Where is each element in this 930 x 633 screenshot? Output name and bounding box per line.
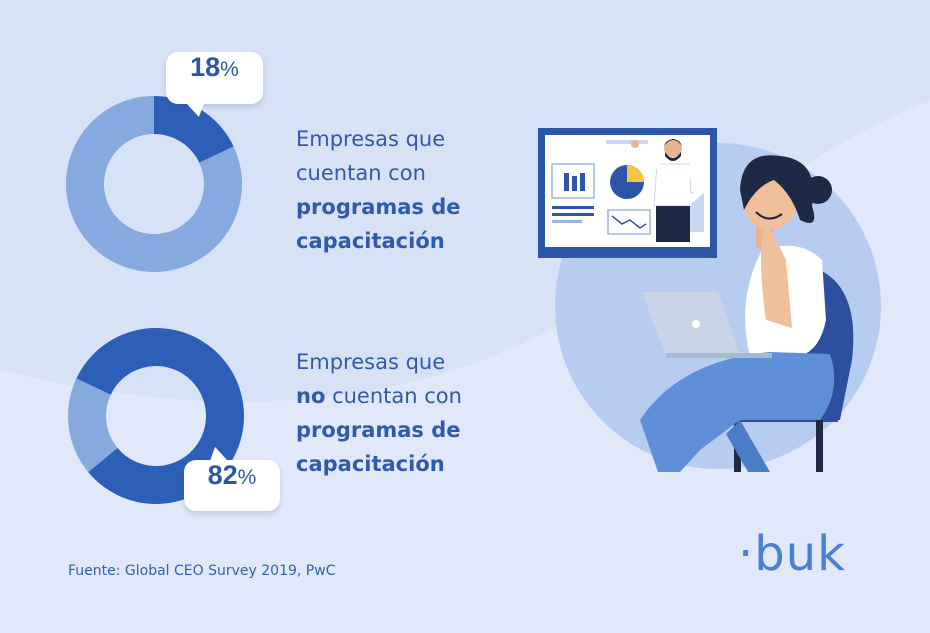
laptop-base [666, 353, 772, 358]
description-with-training: Empresas que cuentan con programas de ca… [296, 122, 461, 258]
desc-bold-no: no [296, 384, 326, 408]
woman-legs [640, 352, 835, 472]
board-line [552, 220, 582, 223]
logo-text: buk [754, 526, 846, 582]
desc-bold: programas de [296, 418, 461, 442]
desc-line-bold: capacitación [296, 447, 462, 481]
woman-with-laptop-presentation-illustration [538, 128, 854, 472]
woman-leg-front [726, 420, 770, 472]
board-line [552, 213, 594, 216]
desc-line: cuentan con [296, 161, 426, 185]
stat-bubble-18: 18% [166, 52, 263, 104]
desc-line-bold: programas de [296, 190, 461, 224]
desc-line: Empresas que [296, 350, 446, 374]
desc-line-bold: programas de [296, 413, 462, 447]
stat-value: 82 [207, 460, 238, 490]
desc-line: no cuentan con [296, 379, 462, 413]
woman-hair-bun [804, 176, 832, 204]
woman-arm [761, 220, 792, 328]
presenter-pants [656, 206, 690, 242]
presenter-arm [684, 164, 707, 204]
board-bar [572, 176, 577, 191]
board-pie-slice [627, 165, 644, 182]
source-note: Fuente: Global CEO Survey 2019, PwC [68, 563, 336, 579]
stat-bubble-82: 82% [184, 460, 280, 511]
laptop [642, 292, 740, 356]
stat-unit: % [237, 466, 257, 489]
woman-smile [755, 211, 783, 220]
board-line [552, 206, 594, 209]
desc-line-bold: capacitación [296, 224, 461, 258]
presenter-beard [665, 152, 681, 161]
description-without-training: Empresas que no cuentan con programas de… [296, 345, 462, 481]
presenter-hair [664, 139, 682, 146]
presenter-hand [631, 140, 639, 148]
presenter-shirt [653, 163, 693, 207]
presenter-arm [632, 142, 662, 170]
woman-hair [740, 155, 815, 223]
board-bar [580, 173, 585, 191]
desc-bold: capacitación [296, 452, 445, 476]
stat-unit: % [220, 58, 239, 81]
board-bar [564, 173, 569, 191]
presenter-head [664, 139, 682, 157]
buk-logo: ·buk [738, 526, 846, 582]
donut-slice-rest [68, 378, 118, 473]
stat-value: 18 [190, 52, 221, 82]
desc-bold: capacitación [296, 229, 445, 253]
desc-line: Empresas que [296, 127, 446, 151]
donut-chart-1 [66, 96, 242, 272]
logo-dot: · [738, 526, 755, 582]
board-title-line [606, 140, 648, 144]
board-line-series [611, 215, 647, 229]
desc-bold: programas de [296, 195, 461, 219]
board-line-chart-icon [607, 209, 651, 235]
desc-text: cuentan con [325, 384, 462, 408]
donut-slice-primary [154, 96, 234, 163]
laptop-logo [692, 320, 700, 328]
donut-slice-rest [66, 96, 242, 272]
chair-leg [816, 420, 823, 472]
